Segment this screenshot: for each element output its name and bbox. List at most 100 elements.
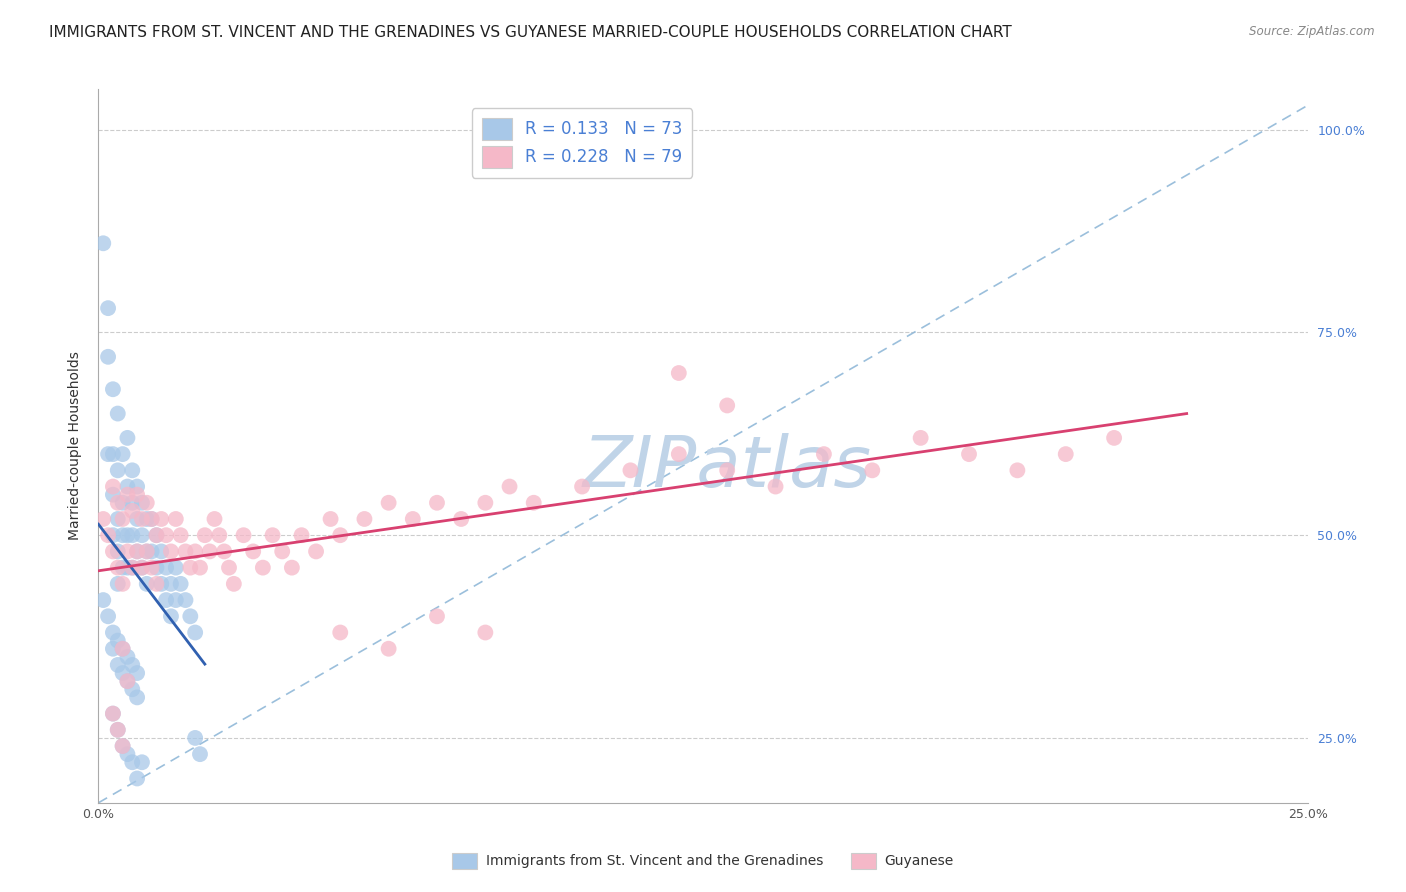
Point	[184, 544, 207, 558]
Point	[218, 560, 240, 574]
Point	[127, 772, 149, 786]
Point	[127, 544, 149, 558]
Point	[101, 528, 124, 542]
Point	[474, 496, 496, 510]
Point	[145, 560, 167, 574]
Point	[165, 512, 187, 526]
Point	[619, 463, 641, 477]
Point	[121, 657, 143, 672]
Point	[1102, 431, 1125, 445]
Point	[107, 463, 129, 477]
Point	[716, 399, 738, 413]
Point	[117, 674, 139, 689]
Point	[101, 706, 124, 721]
Point	[121, 496, 143, 510]
Point	[353, 512, 375, 526]
Point	[160, 609, 183, 624]
Point	[474, 625, 496, 640]
Point	[150, 544, 173, 558]
Point	[101, 382, 124, 396]
Point	[242, 544, 264, 558]
Text: ZIPatlas: ZIPatlas	[582, 433, 872, 502]
Point	[1007, 463, 1029, 477]
Point	[141, 544, 163, 558]
Point	[145, 528, 167, 542]
Point	[107, 544, 129, 558]
Point	[813, 447, 835, 461]
Point	[174, 593, 197, 607]
Point	[150, 512, 173, 526]
Point	[305, 544, 328, 558]
Point	[377, 496, 399, 510]
Point	[271, 544, 294, 558]
Point	[111, 641, 134, 656]
Point	[117, 747, 139, 761]
Point	[91, 236, 114, 251]
Point	[174, 544, 197, 558]
Point	[107, 633, 129, 648]
Point	[329, 528, 352, 542]
Point	[319, 512, 342, 526]
Point	[141, 512, 163, 526]
Point	[155, 528, 177, 542]
Point	[111, 739, 134, 753]
Point	[117, 544, 139, 558]
Point	[145, 577, 167, 591]
Point	[910, 431, 932, 445]
Point	[101, 447, 124, 461]
Point	[188, 560, 211, 574]
Point	[101, 641, 124, 656]
Point	[377, 641, 399, 656]
Point	[150, 577, 173, 591]
Point	[957, 447, 980, 461]
Point	[165, 593, 187, 607]
Point	[204, 512, 226, 526]
Point	[402, 512, 425, 526]
Point	[111, 641, 134, 656]
Point	[117, 488, 139, 502]
Point	[135, 512, 157, 526]
Point	[179, 609, 201, 624]
Point	[135, 577, 157, 591]
Point	[97, 528, 120, 542]
Point	[121, 560, 143, 574]
Point	[121, 504, 143, 518]
Point	[121, 528, 143, 542]
Point	[188, 747, 211, 761]
Point	[135, 496, 157, 510]
Point	[101, 544, 124, 558]
Point	[117, 479, 139, 493]
Point	[121, 682, 143, 697]
Point	[252, 560, 274, 574]
Point	[121, 560, 143, 574]
Point	[101, 706, 124, 721]
Point	[179, 560, 201, 574]
Point	[1054, 447, 1077, 461]
Point	[107, 657, 129, 672]
Point	[668, 366, 690, 380]
Point	[97, 609, 120, 624]
Point	[165, 560, 187, 574]
Point	[155, 593, 177, 607]
Point	[111, 447, 134, 461]
Point	[131, 756, 153, 770]
Point	[127, 512, 149, 526]
Point	[107, 512, 129, 526]
Point	[117, 674, 139, 689]
Point	[184, 731, 207, 745]
Point	[208, 528, 231, 542]
Point	[97, 301, 120, 315]
Point	[111, 739, 134, 753]
Point	[131, 528, 153, 542]
Point	[160, 577, 183, 591]
Point	[716, 463, 738, 477]
Point	[127, 544, 149, 558]
Point	[127, 479, 149, 493]
Point	[91, 512, 114, 526]
Legend: R = 0.133   N = 73, R = 0.228   N = 79: R = 0.133 N = 73, R = 0.228 N = 79	[472, 108, 692, 178]
Point	[135, 544, 157, 558]
Point	[111, 666, 134, 681]
Point	[111, 528, 134, 542]
Point	[212, 544, 235, 558]
Point	[121, 463, 143, 477]
